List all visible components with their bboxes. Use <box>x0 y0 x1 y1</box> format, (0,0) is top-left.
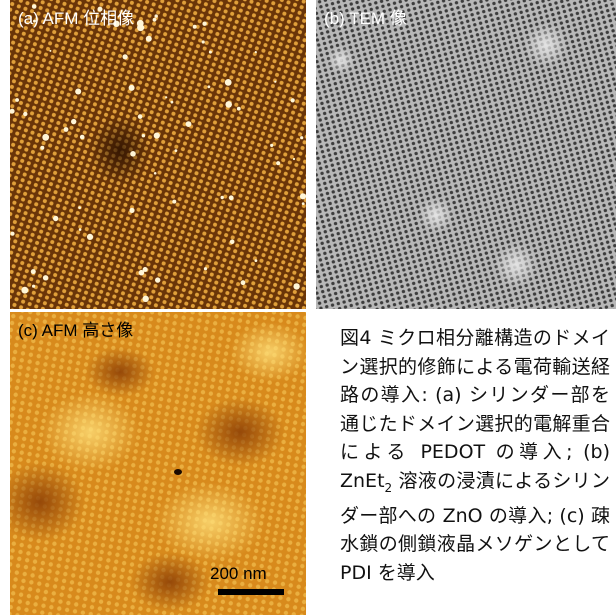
bright-spot <box>300 193 306 199</box>
bright-spot <box>43 275 48 280</box>
bright-spot <box>71 119 76 124</box>
bright-spot <box>64 127 69 132</box>
afm-phase-image: (a) AFM 位相像 <box>10 0 306 309</box>
bright-spot <box>204 267 207 270</box>
bright-spot <box>32 285 35 288</box>
afm-phase-texture <box>10 0 306 309</box>
bright-spot <box>80 135 85 140</box>
bright-spot <box>293 158 295 160</box>
bright-spot <box>21 287 28 294</box>
bright-spot <box>42 134 49 141</box>
bright-spot <box>165 96 167 98</box>
bright-spot <box>155 277 160 282</box>
page: {"figure": { "panels": [ {"label": "(a) … <box>0 0 616 615</box>
bright-spot <box>202 40 205 43</box>
bright-spot <box>225 101 232 108</box>
bright-spot <box>155 14 158 17</box>
bright-spot <box>241 280 246 285</box>
bright-spot <box>142 134 145 137</box>
bright-spot <box>78 206 81 209</box>
bright-spot <box>291 98 295 102</box>
bright-spot <box>300 136 303 139</box>
bright-spot <box>255 51 257 53</box>
bright-spot <box>79 228 82 231</box>
afm-height-image: (c) AFM 高さ像 200 nm <box>10 312 306 615</box>
bright-spot <box>123 54 128 59</box>
tem-image: (b) TEM 像 <box>316 0 616 309</box>
bright-spot <box>129 85 135 91</box>
bright-spot <box>10 232 14 236</box>
bright-spot <box>221 196 224 199</box>
bright-spot <box>186 121 192 127</box>
bright-spot <box>209 51 212 54</box>
bright-spot <box>270 144 273 147</box>
bright-spot <box>154 133 160 139</box>
tem-texture <box>316 0 616 309</box>
bright-spot <box>208 85 211 88</box>
bright-spot <box>143 296 149 302</box>
bright-spot <box>138 114 143 119</box>
bright-spot <box>274 81 276 83</box>
panel-label: (a) AFM 位相像 <box>18 4 134 29</box>
bright-spot <box>40 146 44 150</box>
bright-spot <box>229 195 234 200</box>
bright-spot <box>171 101 174 104</box>
bright-spot <box>193 25 197 29</box>
bright-spot <box>53 216 58 221</box>
bright-spot <box>225 79 232 86</box>
bright-spot <box>87 234 93 240</box>
bright-spot <box>302 202 305 205</box>
bright-spot <box>230 240 235 245</box>
bright-spot <box>293 283 299 289</box>
caption-subscript: 2 <box>385 480 393 494</box>
bright-spot <box>255 259 258 262</box>
bright-spot <box>23 112 27 116</box>
bright-spot <box>175 149 178 152</box>
bright-spot <box>202 22 206 26</box>
bright-spot <box>154 172 157 175</box>
bright-spot <box>237 107 241 111</box>
bright-spot <box>139 270 145 276</box>
bright-spot <box>137 20 144 27</box>
bright-spot <box>172 200 176 204</box>
scale-bar-label: 200 nm <box>210 564 267 584</box>
figure-caption: 図4 ミクロ相分離構造のドメイン選択的修飾による電荷輸送経路の導入: (a) シ… <box>340 324 610 587</box>
bright-spot <box>31 269 36 274</box>
bright-spot <box>130 151 136 157</box>
panel-label: (b) TEM 像 <box>324 4 407 29</box>
bright-spot <box>15 98 19 102</box>
bright-spot <box>276 161 280 165</box>
bright-spot <box>75 89 81 95</box>
caption-text: 図4 ミクロ相分離構造のドメイン選択的修飾による電荷輸送経路の導入: (a) シ… <box>340 327 610 492</box>
bright-spot <box>129 208 134 213</box>
bright-spot <box>153 18 157 22</box>
scale-bar <box>218 589 284 595</box>
bright-spot <box>49 50 51 52</box>
bright-spot <box>146 36 152 42</box>
panel-label: (c) AFM 高さ像 <box>18 316 133 341</box>
